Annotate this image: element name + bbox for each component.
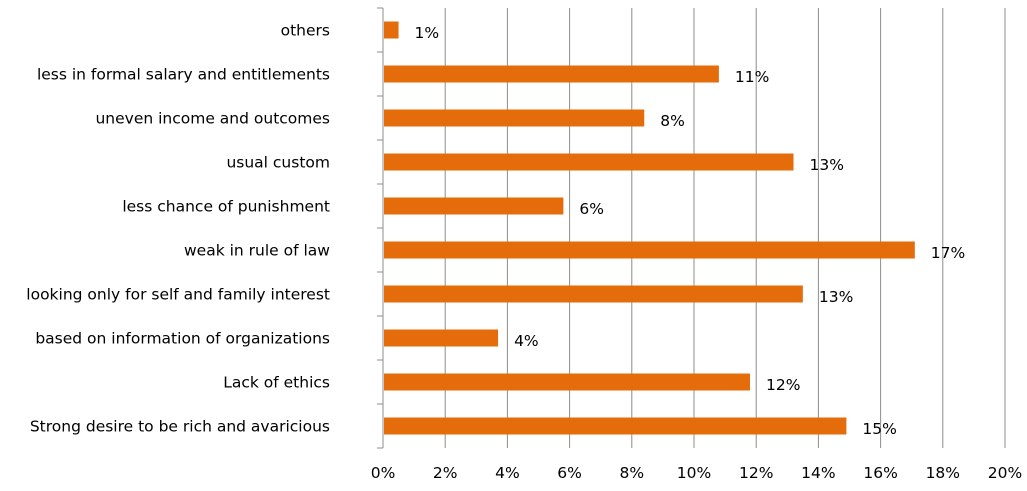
x-tick-label: 14% (801, 464, 835, 482)
x-tick-label: 2% (433, 464, 458, 482)
data-label: 17% (931, 244, 965, 262)
data-label: 1% (415, 24, 440, 42)
category-label: Strong desire to be rich and avaricious (30, 418, 330, 436)
x-tick-label: 4% (495, 464, 520, 482)
category-label: weak in rule of law (184, 242, 330, 260)
x-tick-label: 12% (739, 464, 773, 482)
x-tick-labels: 0% 2% 4% 6% 8% 10% 12% 14% 16% 18% 20% (371, 464, 1023, 482)
data-label: 11% (735, 68, 769, 86)
category-label: based on information of organizations (35, 330, 330, 348)
data-label: 8% (660, 112, 685, 130)
bar (384, 153, 794, 171)
bar (384, 241, 915, 259)
category-label: looking only for self and family interes… (26, 286, 330, 304)
bar (384, 285, 803, 303)
category-label: uneven income and outcomes (95, 110, 330, 128)
x-tick-label: 20% (988, 464, 1022, 482)
x-tick-label: 0% (371, 464, 396, 482)
x-tick-label: 8% (620, 464, 645, 482)
category-label: others (281, 22, 330, 40)
category-axis (377, 7, 384, 449)
bar (384, 65, 719, 83)
data-label: 12% (766, 376, 800, 394)
bar (384, 417, 847, 435)
bar (384, 197, 564, 215)
category-label: usual custom (226, 154, 330, 172)
bar (384, 109, 645, 127)
bar (384, 329, 499, 347)
category-label: Lack of ethics (223, 374, 330, 392)
x-tick-label: 16% (863, 464, 897, 482)
category-label: less chance of punishment (122, 198, 330, 216)
x-tick-label: 6% (557, 464, 582, 482)
data-label: 6% (579, 200, 604, 218)
data-label: 15% (862, 420, 896, 438)
bar (384, 373, 750, 391)
x-tick-label: 10% (677, 464, 711, 482)
bar-series (384, 21, 915, 435)
category-label: less in formal salary and entitlements (37, 66, 330, 84)
data-label: 4% (514, 332, 539, 350)
data-label: 13% (810, 156, 844, 174)
category-labels: others less in formal salary and entitlem… (26, 22, 330, 436)
x-tick-label: 18% (926, 464, 960, 482)
bar (384, 21, 399, 39)
data-labels: 1% 11% 8% 13% 6% 17% 13% 4% 12% 15% (415, 24, 966, 438)
data-label: 13% (819, 288, 853, 306)
